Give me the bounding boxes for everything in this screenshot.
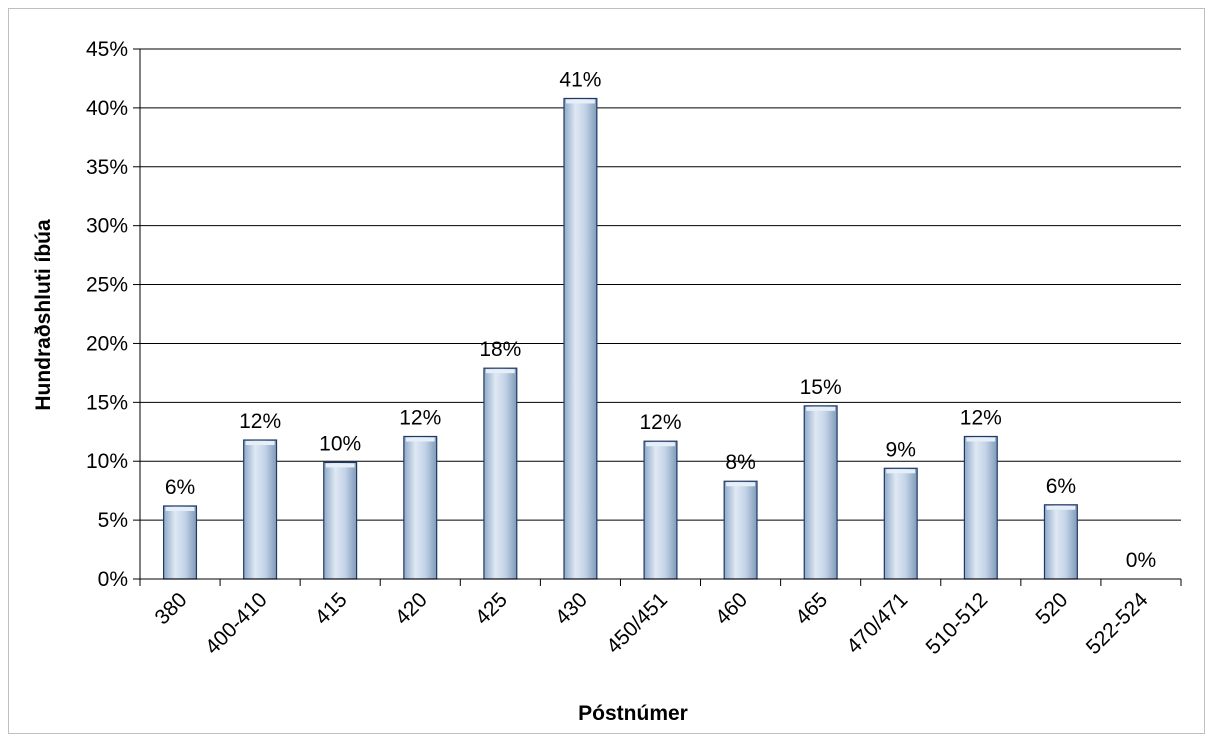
bar (723, 480, 758, 580)
y-tick-label: 15% (86, 391, 128, 414)
data-labels: 6% 12% 10% 12% 18% 41% 12% 8% 15% 9% 12% 6% 0% (165, 68, 1156, 572)
x-tick-label: 425 (471, 588, 512, 629)
data-label: 6% (165, 476, 195, 499)
bar (483, 367, 518, 580)
x-tick-label: 460 (711, 588, 752, 629)
bar (403, 435, 438, 580)
bar (643, 440, 678, 580)
x-tick-label: 430 (551, 588, 592, 629)
data-label: 9% (886, 438, 916, 461)
data-label: 41% (559, 68, 601, 91)
x-tick-label: 415 (311, 588, 352, 629)
data-label: 15% (800, 376, 842, 399)
bar-cap (405, 437, 435, 442)
y-tick-label: 35% (86, 156, 128, 179)
bar (1043, 504, 1078, 580)
y-tick-label: 0% (98, 568, 128, 591)
data-label: 12% (239, 410, 281, 433)
y-tick-label: 25% (86, 274, 128, 297)
data-label: 12% (639, 411, 681, 434)
y-tick-label: 5% (98, 509, 128, 532)
bar-cap (886, 469, 916, 474)
bar-chart: 0% 5% 10% 15% 20% 25% 30% 35% 40% 45% 380 400-410 4… (32, 38, 1182, 725)
data-label: 12% (399, 406, 441, 429)
bar (803, 405, 838, 580)
chart-container: 0% 5% 10% 15% 20% 25% 30% 35% 40% 45% 380 400-410 4… (8, 8, 1205, 734)
data-label: 18% (479, 338, 521, 361)
y-tick-labels: 0% 5% 10% 15% 20% 25% 30% 35% 40% 45% (86, 38, 128, 591)
bar (963, 435, 998, 580)
bar (563, 97, 598, 580)
y-tick-label: 20% (86, 332, 128, 355)
x-axis-title: Póstnúmer (578, 702, 688, 725)
bar (323, 461, 358, 580)
bar (243, 439, 278, 580)
x-tick-label: 450/451 (602, 588, 672, 658)
y-tick-label: 45% (86, 38, 128, 61)
bars (163, 97, 1078, 580)
y-tick-label: 30% (86, 215, 128, 238)
data-label: 8% (725, 451, 755, 474)
data-label: 12% (960, 406, 1002, 429)
bar-cap (325, 463, 355, 468)
bar (883, 467, 918, 580)
data-label: 0% (1126, 549, 1156, 572)
bar-cap (165, 506, 195, 511)
bar-cap (245, 441, 275, 446)
bar-cap (485, 369, 515, 374)
y-axis-title: Hundraðshluti íbúa (32, 219, 55, 411)
x-tick-label: 465 (791, 588, 832, 629)
bar (163, 505, 198, 580)
bar-cap (566, 99, 595, 104)
x-tick-label: 420 (391, 588, 432, 629)
bar-cap (646, 442, 675, 447)
bar-cap (726, 482, 755, 487)
x-tick-label: 470/471 (842, 588, 912, 658)
bar-cap (806, 406, 836, 411)
x-tick-label: 520 (1031, 588, 1072, 629)
x-tick-labels: 380 400-410 415 420 425 430 450/451 460 465 470/4… (139, 579, 1182, 659)
x-tick-label: 380 (151, 588, 192, 629)
data-label: 10% (319, 432, 361, 455)
x-tick-label: 522-524 (1082, 588, 1153, 659)
data-label: 6% (1046, 475, 1076, 498)
x-tick-label: 400-410 (201, 588, 272, 659)
y-tick-label: 10% (86, 450, 128, 473)
x-tick-label: 510-512 (922, 588, 993, 659)
bar-cap (966, 437, 996, 442)
bar-cap (1046, 505, 1076, 510)
y-tick-label: 40% (86, 97, 128, 120)
